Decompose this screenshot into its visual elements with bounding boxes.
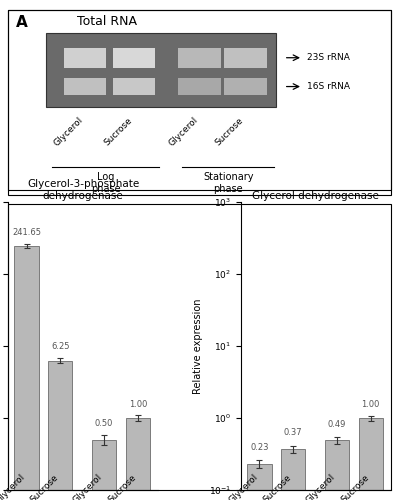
Text: 0.37: 0.37 <box>284 428 302 438</box>
Text: 1.00: 1.00 <box>361 400 380 408</box>
Text: Glycerol: Glycerol <box>71 472 104 500</box>
Bar <box>247 464 272 500</box>
Bar <box>113 78 156 94</box>
Bar <box>48 360 73 500</box>
Bar <box>224 78 267 94</box>
Text: Glycerol: Glycerol <box>52 116 85 148</box>
Title: Glycerol dehydrogenase: Glycerol dehydrogenase <box>253 191 379 201</box>
Y-axis label: Relative expression: Relative expression <box>193 298 203 394</box>
Text: Sucrose: Sucrose <box>261 472 293 500</box>
Bar <box>325 440 349 500</box>
Text: Sucrose: Sucrose <box>29 472 60 500</box>
Text: Glycerol: Glycerol <box>0 472 27 500</box>
Bar <box>178 48 221 68</box>
Bar <box>63 78 106 94</box>
Text: 0.23: 0.23 <box>250 444 269 452</box>
Title: Glycerol-3-phosphate
dehydrogenase: Glycerol-3-phosphate dehydrogenase <box>27 178 139 201</box>
Text: Sucrose: Sucrose <box>106 472 138 500</box>
Text: 6.25: 6.25 <box>51 342 69 351</box>
Bar <box>113 48 156 68</box>
Text: 0.49: 0.49 <box>328 420 346 428</box>
Bar <box>126 418 150 500</box>
Bar <box>224 48 267 68</box>
Text: Glycerol: Glycerol <box>167 116 200 148</box>
Bar <box>281 449 305 500</box>
Text: Log
phase: Log phase <box>91 172 120 194</box>
Text: Glycerol: Glycerol <box>304 472 337 500</box>
Text: 0.50: 0.50 <box>95 419 113 428</box>
Bar <box>46 34 276 108</box>
Text: Total RNA: Total RNA <box>77 16 137 28</box>
Text: Sucrose: Sucrose <box>214 116 245 147</box>
Text: 1.00: 1.00 <box>129 400 147 408</box>
Bar <box>92 440 117 500</box>
Text: 241.65: 241.65 <box>12 228 41 237</box>
Text: 23S rRNA: 23S rRNA <box>307 53 350 62</box>
Text: 16S rRNA: 16S rRNA <box>307 82 350 91</box>
Bar <box>359 418 383 500</box>
Text: Sucrose: Sucrose <box>339 472 371 500</box>
Text: A: A <box>16 16 28 30</box>
Bar <box>14 246 39 500</box>
Text: Sucrose: Sucrose <box>103 116 134 147</box>
Bar <box>63 48 106 68</box>
Text: Glycerol: Glycerol <box>227 472 259 500</box>
Text: Stationary
phase: Stationary phase <box>203 172 253 194</box>
Bar <box>178 78 221 94</box>
